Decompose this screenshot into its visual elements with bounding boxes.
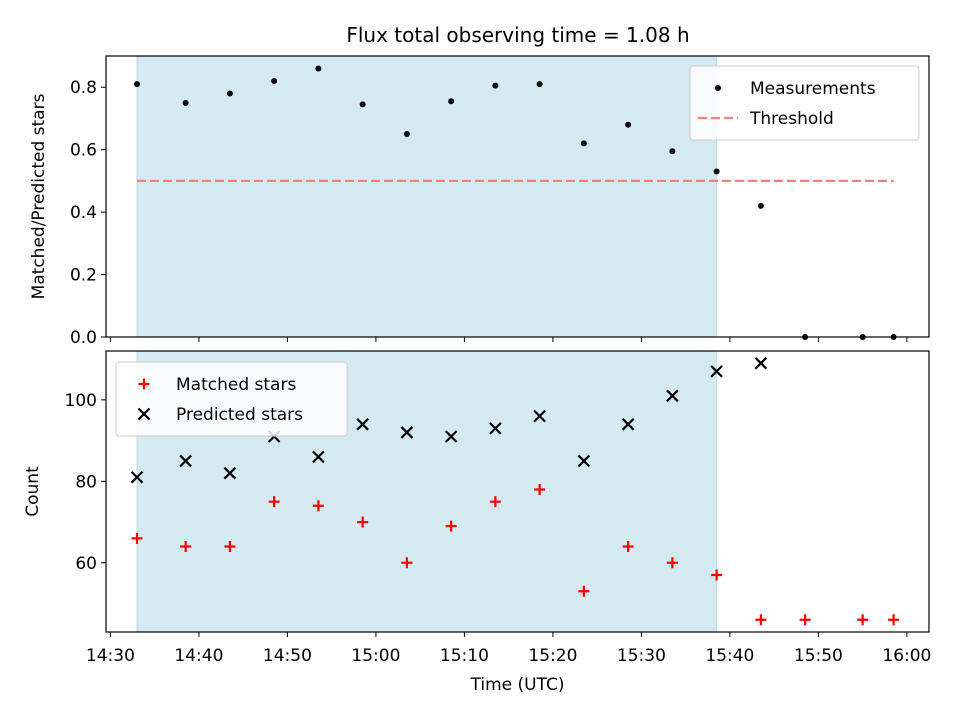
measurement-point: [271, 77, 278, 84]
legend-predicted-label: Predicted stars: [176, 405, 303, 425]
measurement-point: [492, 82, 499, 89]
legend-matched-label: Matched stars: [176, 375, 296, 395]
matched-star-point: [622, 540, 634, 552]
matched-star-point: [534, 483, 546, 495]
matched-star-point: [578, 585, 590, 597]
x-tick-label: 15:00: [351, 646, 400, 666]
x-tick-label: 14:50: [263, 646, 312, 666]
measurement-point: [133, 81, 140, 88]
predicted-star-point: [400, 426, 414, 439]
predicted-star-point: [710, 365, 723, 378]
measurement-point: [403, 131, 410, 138]
x-tick-label: 14:30: [86, 646, 135, 666]
matched-star-point: [799, 614, 811, 626]
measurement-point: [713, 168, 720, 175]
measurement-point: [182, 99, 189, 106]
predicted-star-point: [312, 450, 325, 464]
x-tick-label: 15:50: [794, 646, 843, 666]
predicted-star-point: [444, 430, 458, 443]
matched-star-point: [755, 614, 767, 626]
y-tick-label: 0.8: [70, 78, 97, 98]
legend-measurement-marker: [715, 85, 721, 91]
y-tick-label: 80: [75, 472, 97, 492]
legend-matched-marker: [138, 378, 150, 390]
predicted-star-point: [754, 356, 768, 370]
predicted-star-point: [621, 418, 635, 431]
y-tick-label: 0.2: [70, 266, 97, 286]
axes-frame: [105, 55, 930, 338]
y-tick-label: 60: [75, 554, 97, 574]
measurement-point: [669, 148, 676, 155]
measurement-point: [625, 121, 632, 128]
y-tick-label: 0.4: [70, 203, 97, 223]
matched-star-point: [180, 540, 192, 552]
measurement-point: [315, 65, 322, 72]
shaded-span: [136, 56, 717, 337]
matched-star-point: [711, 569, 723, 581]
x-tick-label: 15:40: [705, 646, 754, 666]
matched-star-point: [224, 540, 236, 552]
predicted-star-point: [179, 454, 192, 468]
y-axis-label: Count: [23, 466, 43, 517]
matched-star-point: [489, 496, 501, 508]
matched-star-point: [401, 557, 413, 569]
matched-star-point: [666, 557, 678, 569]
measurement-point: [226, 90, 233, 97]
top-legend-box: [689, 65, 920, 141]
bottom-panel: 60 80 100 14:30 14:40 14:50 15:00 15:10 15:20 15:…: [23, 350, 931, 695]
bottom-legend-box: [115, 361, 348, 437]
legend-predicted-marker: [137, 407, 151, 421]
predicted-star-point: [130, 470, 144, 484]
y-tick-label: 0.0: [70, 328, 97, 348]
matched-star-point: [268, 496, 280, 508]
legend-threshold-label: Threshold: [749, 109, 834, 129]
matched-star-point: [357, 516, 369, 528]
matched-star-point: [857, 614, 869, 626]
measurement-point: [536, 81, 543, 88]
y-tick-label: 0.6: [70, 141, 97, 161]
measurement-point: [757, 202, 764, 209]
measurement-point: [580, 140, 587, 147]
x-tick-label: 16:00: [882, 646, 931, 666]
predicted-star-point: [577, 454, 591, 468]
matched-star-point: [445, 520, 457, 532]
measurement-point: [448, 98, 455, 105]
legend-measurements-label: Measurements: [750, 79, 876, 99]
measurement-point: [359, 101, 366, 108]
chart-title: Flux total observing time = 1.08 h: [346, 23, 689, 47]
predicted-star-point: [223, 466, 237, 480]
x-tick-label: 15:30: [617, 646, 666, 666]
x-tick-label: 15:20: [528, 646, 577, 666]
predicted-star-point: [356, 418, 369, 431]
predicted-star-point: [489, 422, 502, 435]
x-axis-label: Time (UTC): [470, 675, 565, 695]
predicted-star-point: [533, 409, 546, 423]
top-panel: 0.0 0.2 0.4 0.6 0.8 Matched/Predicted stars Me…: [29, 55, 930, 348]
matched-star-point: [312, 500, 324, 512]
predicted-star-point: [666, 389, 679, 403]
x-tick-label: 14:40: [174, 646, 223, 666]
axes-frame: [105, 350, 930, 633]
y-axis-label: Matched/Predicted stars: [29, 93, 49, 299]
x-tick-label: 15:10: [440, 646, 489, 666]
matched-star-point: [131, 532, 143, 544]
matched-star-point: [888, 614, 900, 626]
y-tick-label: 100: [65, 391, 97, 411]
